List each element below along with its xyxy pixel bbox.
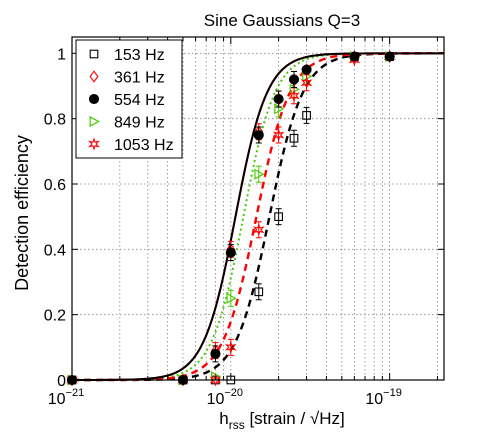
data-point xyxy=(210,348,221,359)
x-tick-label-exponent: −20 xyxy=(224,387,243,399)
data-point xyxy=(301,64,312,75)
y-tick-label: 0.6 xyxy=(44,177,66,194)
data-point xyxy=(288,89,300,103)
x-tick-label-exponent: −21 xyxy=(66,387,85,399)
data-point xyxy=(254,287,264,297)
y-tick-label: 0 xyxy=(57,373,66,390)
data-point xyxy=(289,133,299,143)
legend-label: 153 Hz xyxy=(114,47,165,64)
y-ticks: 0 0.2 0.4 0.6 0.8 1 xyxy=(44,46,444,390)
data-point xyxy=(272,128,285,142)
data-point xyxy=(300,76,313,90)
data-point xyxy=(253,129,264,141)
data-point xyxy=(384,51,395,62)
data-point xyxy=(225,247,236,258)
x-tick-label: 10−21 xyxy=(48,387,84,408)
data-point xyxy=(89,70,99,83)
legend-label: 554 Hz xyxy=(114,92,165,109)
y-tick-label: 1 xyxy=(57,46,66,63)
chart-title: Sine Gaussians Q=3 xyxy=(204,11,360,30)
x-ticks: 10−21 10−20 10−19 xyxy=(48,37,438,408)
x-tick-label-base: 10 xyxy=(207,391,225,408)
legend-item: 554 Hz xyxy=(88,92,165,109)
x-axis-label-sub: rss xyxy=(229,418,245,432)
data-point xyxy=(209,373,222,387)
data-point xyxy=(254,168,265,180)
data-point xyxy=(225,340,237,355)
data-point xyxy=(88,93,100,105)
y-tick-label: 0.2 xyxy=(44,308,66,325)
x-axis-label: hrss [strain / √Hz] xyxy=(219,409,345,432)
x-axis-label-rest: [strain / √Hz] xyxy=(245,409,345,428)
x-tick-label-base: 10 xyxy=(365,391,383,408)
data-point xyxy=(274,212,283,222)
legend-item: 153 Hz xyxy=(89,47,165,64)
x-axis-label-h: h xyxy=(219,409,228,428)
legend-item: 849 Hz xyxy=(89,115,165,132)
data-point xyxy=(302,111,311,120)
plot-frame xyxy=(71,36,445,381)
data-point xyxy=(88,137,100,151)
x-tick-label: 10−20 xyxy=(207,387,243,408)
legend-label: 361 Hz xyxy=(114,70,165,87)
y-tick-label: 0.4 xyxy=(44,242,66,259)
legend-label: 849 Hz xyxy=(114,115,165,132)
legend-item: 361 Hz xyxy=(89,70,165,87)
data-point xyxy=(89,49,99,59)
y-tick-label: 0.8 xyxy=(44,112,66,129)
x-tick-label-exponent: −19 xyxy=(383,387,402,399)
legend-item: 1053 Hz xyxy=(88,137,174,154)
data-point xyxy=(288,74,300,85)
data-point xyxy=(349,51,360,62)
data-point xyxy=(89,115,100,128)
data-point xyxy=(273,94,284,105)
legend-label: 1053 Hz xyxy=(114,137,174,154)
legend: 153 Hz 361 Hz 554 Hz 849 Hz 1053 Hz xyxy=(75,39,183,159)
x-tick-label-base: 10 xyxy=(48,391,66,408)
y-axis-label: Detection efficiency xyxy=(12,135,32,291)
data-point xyxy=(253,223,265,237)
x-tick-label: 10−19 xyxy=(365,387,401,408)
data-point xyxy=(226,292,237,304)
